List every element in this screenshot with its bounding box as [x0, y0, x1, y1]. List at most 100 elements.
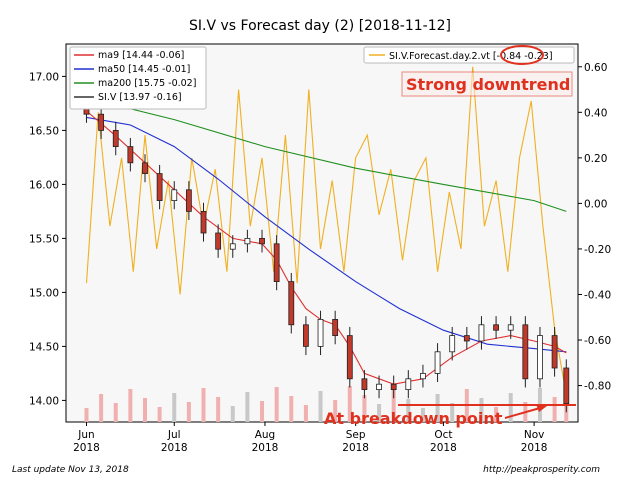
y-right-tick-label: 0.40 — [584, 107, 607, 119]
candle-body — [563, 367, 570, 405]
candle-body — [478, 324, 485, 342]
volume-bar — [186, 402, 191, 422]
candle-body — [449, 335, 456, 353]
volume-bar — [172, 393, 177, 422]
y-right-tick-label: 0.20 — [584, 153, 607, 165]
candle-body — [200, 210, 207, 234]
y-right-tick-label: -0.80 — [584, 381, 611, 393]
candle-body — [463, 335, 470, 342]
candle-body — [507, 324, 514, 331]
y-left-tick-label: 15.00 — [29, 287, 59, 299]
volume-bar — [377, 404, 382, 422]
volume-bar — [318, 391, 323, 422]
annotation-strong-downtrend-text: Strong downtrend — [406, 75, 570, 94]
legend-left: ma9 [14.44 -0.06] ma50 [14.45 -0.01] ma200… — [69, 46, 207, 110]
candle-body — [551, 335, 558, 369]
footer-url: http://peakprosperity.com — [483, 465, 600, 475]
y-left-tick-label: 17.00 — [29, 71, 59, 83]
ma200-line — [86, 97, 567, 212]
candle-body — [493, 324, 499, 331]
volume-bar — [230, 406, 235, 422]
candle-body — [229, 243, 236, 250]
volume-bar — [362, 395, 367, 422]
x-tick-label: Sep 2018 — [342, 429, 369, 454]
y-right-tick-label: 0.60 — [584, 62, 607, 74]
candle-body — [215, 232, 222, 250]
volume-bar — [450, 403, 455, 422]
y-right-tick-label: 0.00 — [584, 198, 607, 210]
forecast-layer — [85, 66, 567, 395]
x-axis: Jun 2018 Jul 2018 Aug 2018 Sep 2018 Oct 2018 Nov 20… — [73, 422, 547, 454]
candle-body — [185, 189, 192, 212]
candle-layer — [83, 100, 570, 413]
volume-bar — [113, 403, 118, 422]
volume-bar — [333, 400, 338, 422]
legend-left-label: ma200 [15.75 -0.02] — [98, 78, 196, 89]
forecast-line — [85, 66, 567, 395]
forecast-value-highlight — [500, 45, 544, 65]
volume-bar — [508, 393, 513, 422]
volume-bar — [142, 398, 147, 422]
x-tick-label: Oct 2018 — [430, 429, 457, 454]
candle-body — [98, 113, 105, 131]
ma50-line — [86, 116, 567, 353]
volume-bar — [289, 396, 294, 422]
volume-bar — [347, 386, 352, 422]
y-right-tick-label: -0.20 — [584, 244, 611, 256]
volume-bar — [274, 387, 279, 422]
volume-bar — [216, 397, 221, 422]
volume-bar — [260, 401, 265, 422]
candle-body — [317, 318, 324, 347]
volume-bar — [157, 407, 162, 422]
x-tick-label: Nov 2018 — [521, 429, 548, 454]
candle-body — [127, 146, 134, 164]
candle-body — [376, 383, 382, 391]
annotation-breakdown: At breakdown point — [324, 404, 576, 428]
footer-last-update: Last update Nov 13, 2018 — [12, 465, 129, 475]
legend-right: SI.V.Forecast.day.2.vt [-0.84 -0.23] — [363, 45, 575, 65]
x-tick-label: Aug 2018 — [252, 429, 279, 454]
volume-bar — [494, 407, 499, 422]
chart-title: SI.V vs Forecast day (2) [2018-11-12] — [189, 18, 451, 34]
x-tick-label: Jun 2018 — [73, 429, 100, 454]
volume-bar — [391, 390, 396, 422]
y-left-axis: 14.00 14.50 15.00 15.50 16.00 16.50 17.00 — [29, 71, 66, 407]
volume-bar — [84, 408, 89, 422]
volume-bar — [564, 406, 569, 422]
candle-body — [537, 335, 543, 380]
volume-bar — [479, 398, 484, 422]
volume-bar — [99, 394, 104, 422]
y-left-tick-label: 16.50 — [29, 125, 59, 137]
candle-body — [434, 351, 441, 374]
candle-body — [332, 318, 339, 336]
candle-body — [244, 237, 251, 245]
volume-layer — [84, 386, 569, 422]
x-tick-label: Jul 2018 — [161, 429, 188, 454]
candle-body — [346, 335, 353, 380]
candle-body — [83, 108, 90, 115]
candle-body — [142, 162, 148, 175]
candle-body — [303, 324, 309, 347]
volume-bar — [435, 394, 440, 422]
candle-body — [390, 383, 397, 391]
y-left-tick-label: 16.00 — [29, 179, 59, 191]
candle-body — [259, 237, 265, 245]
volume-bar — [420, 408, 425, 422]
volume-bar — [406, 399, 411, 422]
candle-body — [420, 372, 426, 380]
volume-bar — [552, 397, 557, 422]
annotation-strong-downtrend: Strong downtrend — [401, 71, 573, 97]
volume-bar — [201, 388, 206, 422]
volume-bar — [128, 389, 133, 422]
legend-right-label: SI.V.Forecast.day.2.vt [-0.84 -0.23] — [389, 51, 553, 62]
candle-body — [361, 378, 368, 390]
candle-body — [171, 189, 178, 202]
candle-body — [273, 243, 280, 283]
volume-bar — [303, 405, 308, 422]
candle-body — [156, 173, 163, 202]
annotation-arrow — [504, 407, 541, 419]
candle-body — [522, 324, 529, 380]
legend-left-label: ma9 [14.44 -0.06] — [98, 50, 184, 61]
candle-body — [288, 281, 295, 326]
